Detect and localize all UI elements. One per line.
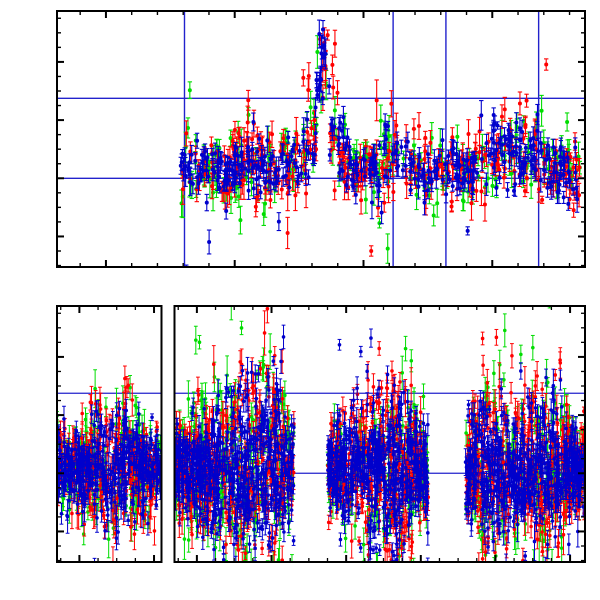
bottom-panel-canvas — [56, 305, 586, 563]
top-panel-canvas — [56, 10, 586, 268]
bottom-panel — [0, 300, 600, 600]
top-panel — [56, 10, 586, 268]
